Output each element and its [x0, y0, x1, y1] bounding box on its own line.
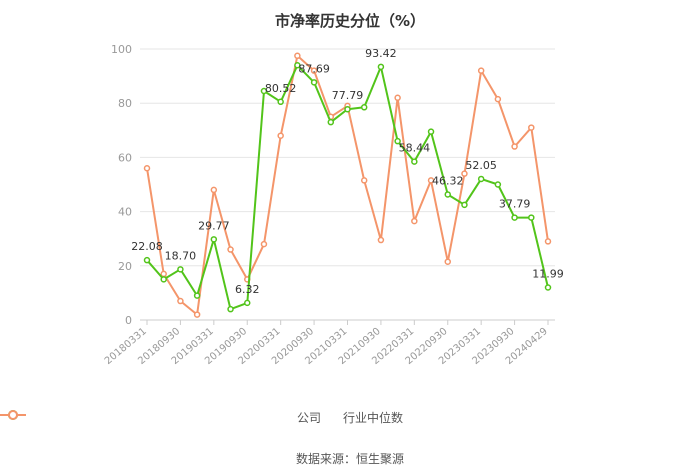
series-0-point[interactable] — [210, 236, 218, 243]
series-0-point[interactable] — [477, 175, 485, 183]
series-0-point[interactable] — [360, 104, 368, 111]
legend-item-company[interactable]: 公司 — [0, 409, 321, 426]
data-label: 52.05 — [465, 159, 497, 172]
legend-industry-marker-icon — [0, 410, 26, 420]
y-tick-label: 80 — [118, 97, 132, 110]
data-label: 18.70 — [165, 249, 197, 262]
series-1-point[interactable] — [210, 186, 218, 194]
data-label: 22.08 — [131, 240, 163, 253]
data-label: 11.99 — [532, 268, 564, 281]
series-0-point[interactable] — [528, 214, 535, 221]
series-0-point[interactable] — [277, 98, 284, 106]
legend-industry-label: 行业中位数 — [343, 411, 404, 425]
series-0-point[interactable] — [177, 266, 184, 273]
y-tick-label: 20 — [118, 260, 132, 273]
series-1-point[interactable] — [160, 270, 167, 278]
series-0-point[interactable] — [294, 62, 301, 69]
series-1-point[interactable] — [377, 236, 385, 244]
data-label: 37.79 — [499, 198, 531, 211]
legend: 公司 行业中位数 — [0, 409, 700, 426]
data-label: 46.32 — [432, 174, 464, 187]
series-1-point[interactable] — [544, 238, 552, 245]
series-0-point[interactable] — [227, 305, 234, 313]
series-1-point[interactable] — [477, 67, 485, 74]
series-0-point[interactable] — [143, 256, 151, 264]
y-tick-label: 100 — [111, 43, 132, 56]
series-1-point[interactable] — [310, 67, 318, 74]
data-source: 数据来源：恒生聚源 — [295, 452, 404, 466]
data-label: 87.69 — [298, 62, 330, 75]
y-tick-label: 0 — [125, 314, 132, 327]
series-0-point[interactable] — [344, 105, 351, 113]
data-label: 77.79 — [332, 89, 364, 102]
series-0-point[interactable] — [394, 137, 401, 145]
chart-title: 市净率历史分位（%） — [274, 12, 426, 30]
y-tick-label: 60 — [118, 151, 132, 164]
series-0-point[interactable] — [160, 276, 167, 283]
series-0-point[interactable] — [544, 284, 552, 291]
y-tick-label: 40 — [118, 206, 132, 219]
series-0-point[interactable] — [193, 292, 201, 299]
series-0-point[interactable] — [260, 87, 268, 95]
series-0-point[interactable] — [511, 214, 518, 221]
series-1-point[interactable] — [394, 94, 401, 102]
series-0-point[interactable] — [411, 158, 418, 165]
series-1-point[interactable] — [528, 124, 535, 131]
series-1-point[interactable] — [427, 177, 435, 184]
series-0-point[interactable] — [377, 63, 385, 71]
series-0-point[interactable] — [494, 181, 502, 188]
data-label: 29.77 — [198, 219, 230, 232]
series-1-point[interactable] — [494, 95, 502, 103]
y-axis-ticks: 0 20 40 60 80 100 — [111, 43, 132, 327]
data-label: 80.52 — [265, 82, 297, 95]
series-1-point[interactable] — [277, 132, 284, 139]
series-0-point[interactable] — [327, 118, 335, 126]
legend-item-industry[interactable]: 行业中位数 — [0, 409, 404, 426]
series-1-point[interactable] — [260, 240, 268, 248]
series-layer — [143, 52, 552, 318]
series-1-point[interactable] — [444, 258, 451, 265]
series-1-point[interactable] — [143, 164, 151, 172]
series-0-point[interactable] — [461, 201, 468, 209]
series-1-point[interactable] — [227, 246, 234, 253]
series-1-point[interactable] — [193, 311, 201, 318]
x-axis: 2018033120180930201903312019093020200331… — [103, 320, 550, 367]
series-1-point[interactable] — [360, 177, 368, 184]
series-0-point[interactable] — [310, 79, 318, 86]
series-0-point[interactable] — [244, 299, 251, 307]
series-0-point[interactable] — [427, 128, 435, 135]
series-1-point[interactable] — [411, 217, 418, 225]
legend-company-label: 公司 — [296, 411, 321, 425]
series-0-point[interactable] — [444, 191, 451, 198]
series-1-point[interactable] — [511, 143, 518, 150]
series-1-point[interactable] — [461, 170, 468, 177]
data-label: 58.44 — [399, 142, 431, 155]
data-label: 93.42 — [365, 47, 397, 60]
series-1-point[interactable] — [294, 52, 301, 60]
data-label: 6.32 — [235, 283, 260, 296]
series-1-point[interactable] — [177, 297, 184, 305]
